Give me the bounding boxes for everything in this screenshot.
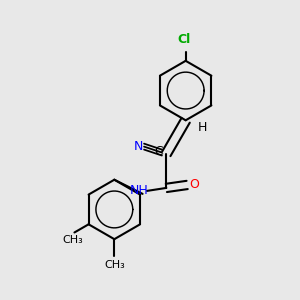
Text: O: O [189,178,199,191]
Text: Cl: Cl [178,33,191,46]
Text: NH: NH [130,184,149,197]
Text: CH₃: CH₃ [104,260,125,270]
Text: C: C [154,145,163,158]
Text: CH₃: CH₃ [63,236,83,245]
Text: N: N [134,140,143,153]
Text: H: H [197,121,207,134]
